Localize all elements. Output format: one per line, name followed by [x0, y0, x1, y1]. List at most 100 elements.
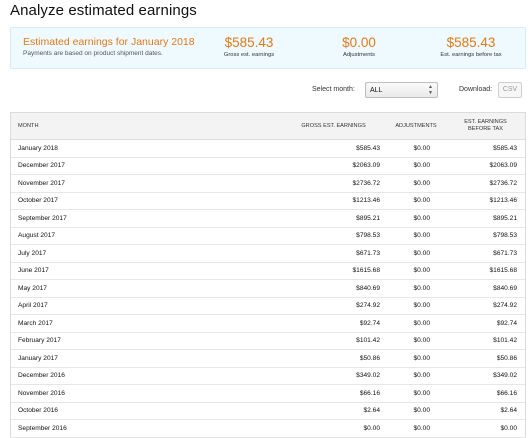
- cell-gross: $2.64: [281, 402, 386, 420]
- net-earnings-stat: $585.43 Est. earnings before tax: [423, 35, 519, 58]
- table-row: October 2017 $1213.46 $0.00 $1213.46: [11, 192, 525, 210]
- header-net-line1: EST. EARNINGS: [464, 119, 507, 125]
- gross-earnings-label: Gross est. earnings: [223, 52, 275, 58]
- cell-net: $66.16: [446, 384, 525, 403]
- gross-earnings-value: $585.43: [224, 35, 274, 50]
- cell-month: February 2017: [11, 332, 281, 350]
- cell-net: $0.00: [446, 419, 525, 438]
- cell-adjustments: $0.00: [386, 314, 446, 333]
- cell-gross: $585.43: [281, 139, 386, 158]
- cell-adjustments: $0.00: [386, 244, 446, 263]
- earnings-summary-panel: Estimated earnings for January 2018 Paym…: [10, 27, 526, 69]
- cell-gross: $349.02: [281, 367, 386, 385]
- cell-gross: $671.73: [281, 244, 386, 263]
- cell-gross: $1213.46: [281, 192, 386, 210]
- adjustments-value: $0.00: [342, 35, 376, 50]
- cell-month: November 2016: [11, 384, 281, 403]
- select-arrows-icon: ▲ ▼: [428, 84, 433, 96]
- cell-gross: $895.21: [281, 209, 386, 228]
- cell-net: $1615.68: [446, 262, 525, 280]
- cell-adjustments: $0.00: [386, 332, 446, 350]
- cell-month: October 2016: [11, 402, 281, 420]
- table-row: September 2017 $895.21 $0.00 $895.21: [11, 209, 525, 228]
- month-select-value: ALL: [370, 86, 383, 94]
- cell-gross: $50.86: [281, 349, 386, 368]
- table-row: November 2017 $2736.72 $0.00 $2736.72: [11, 174, 525, 193]
- table-row: December 2016 $349.02 $0.00 $349.02: [11, 367, 525, 385]
- earnings-table: MONTH GROSS EST. EARNINGS ADJUSTMENTS ES…: [10, 112, 526, 438]
- download-label: Download:: [459, 86, 493, 93]
- adjustments-label: Adjustments: [343, 52, 375, 58]
- cell-adjustments: $0.00: [386, 262, 446, 280]
- cell-net: $895.21: [446, 209, 525, 228]
- cell-gross: $1615.68: [281, 262, 386, 280]
- cell-gross: $101.42: [281, 332, 386, 350]
- header-net-line2: BEFORE TAX: [468, 126, 503, 132]
- cell-adjustments: $0.00: [386, 402, 446, 420]
- table-row: March 2017 $92.74 $0.00 $92.74: [11, 314, 525, 333]
- cell-adjustments: $0.00: [386, 174, 446, 193]
- summary-subtitle: Payments are based on product shipment d…: [23, 50, 163, 57]
- cell-adjustments: $0.00: [386, 192, 446, 210]
- cell-month: December 2017: [11, 157, 281, 175]
- controls-bar: Select month: ALL ▲ ▼ Download: CSV: [0, 81, 532, 101]
- table-row: January 2018 $585.43 $0.00 $585.43: [11, 139, 525, 158]
- table-row: November 2016 $66.16 $0.00 $66.16: [11, 384, 525, 403]
- net-earnings-value: $585.43: [446, 35, 496, 50]
- cell-net: $274.92: [446, 297, 525, 315]
- adjustments-stat: $0.00 Adjustments: [321, 35, 397, 58]
- cell-month: April 2017: [11, 297, 281, 315]
- cell-net: $585.43: [446, 139, 525, 158]
- table-row: May 2017 $840.69 $0.00 $840.69: [11, 279, 525, 298]
- cell-gross: $798.53: [281, 227, 386, 245]
- page-title: Analyze estimated earnings: [10, 2, 197, 19]
- cell-net: $349.02: [446, 367, 525, 385]
- cell-net: $92.74: [446, 314, 525, 333]
- cell-adjustments: $0.00: [386, 279, 446, 298]
- cell-adjustments: $0.00: [386, 297, 446, 315]
- cell-month: August 2017: [11, 227, 281, 245]
- net-earnings-label: Est. earnings before tax: [440, 52, 502, 58]
- cell-adjustments: $0.00: [386, 367, 446, 385]
- cell-adjustments: $0.00: [386, 139, 446, 158]
- cell-month: March 2017: [11, 314, 281, 333]
- header-gross[interactable]: GROSS EST. EARNINGS: [281, 113, 386, 140]
- cell-gross: $66.16: [281, 384, 386, 403]
- cell-net: $671.73: [446, 244, 525, 263]
- table-row: August 2017 $798.53 $0.00 $798.53: [11, 227, 525, 245]
- table-row: October 2016 $2.64 $0.00 $2.64: [11, 402, 525, 420]
- cell-month: October 2017: [11, 192, 281, 210]
- header-month[interactable]: MONTH: [11, 113, 281, 140]
- table-row: June 2017 $1615.68 $0.00 $1615.68: [11, 262, 525, 280]
- cell-gross: $92.74: [281, 314, 386, 333]
- table-row: February 2017 $101.42 $0.00 $101.42: [11, 332, 525, 350]
- cell-month: May 2017: [11, 279, 281, 298]
- table-row: April 2017 $274.92 $0.00 $274.92: [11, 297, 525, 315]
- cell-month: June 2017: [11, 262, 281, 280]
- cell-adjustments: $0.00: [386, 209, 446, 228]
- table-row: January 2017 $50.86 $0.00 $50.86: [11, 349, 525, 368]
- cell-adjustments: $0.00: [386, 227, 446, 245]
- cell-net: $50.86: [446, 349, 525, 368]
- cell-gross: $2736.72: [281, 174, 386, 193]
- cell-month: January 2018: [11, 139, 281, 158]
- cell-month: September 2016: [11, 419, 281, 438]
- cell-net: $2736.72: [446, 174, 525, 193]
- cell-adjustments: $0.00: [386, 157, 446, 175]
- table-header-row: MONTH GROSS EST. EARNINGS ADJUSTMENTS ES…: [11, 113, 525, 140]
- cell-net: $2.64: [446, 402, 525, 420]
- summary-title: Estimated earnings for January 2018: [23, 36, 195, 48]
- header-adjustments[interactable]: ADJUSTMENTS: [386, 113, 446, 140]
- cell-gross: $274.92: [281, 297, 386, 315]
- cell-adjustments: $0.00: [386, 419, 446, 438]
- csv-download-button[interactable]: CSV: [498, 82, 522, 98]
- cell-adjustments: $0.00: [386, 384, 446, 403]
- cell-adjustments: $0.00: [386, 349, 446, 368]
- cell-month: September 2017: [11, 209, 281, 228]
- month-select[interactable]: ALL ▲ ▼: [365, 82, 438, 98]
- cell-month: January 2017: [11, 349, 281, 368]
- cell-month: December 2016: [11, 367, 281, 385]
- table-row: December 2017 $2063.09 $0.00 $2063.09: [11, 157, 525, 175]
- cell-gross: $840.69: [281, 279, 386, 298]
- header-net[interactable]: EST. EARNINGS BEFORE TAX: [446, 113, 525, 140]
